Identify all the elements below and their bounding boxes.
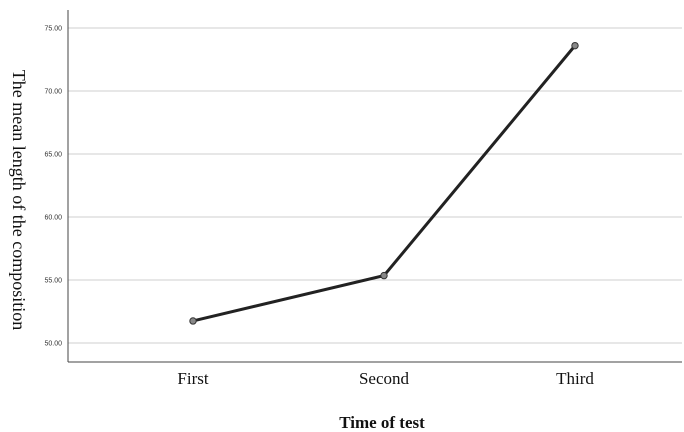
x-tick-labels: First Second Third bbox=[177, 369, 594, 388]
gridlines bbox=[68, 27, 682, 344]
y-tick-label: 60.00 bbox=[44, 215, 62, 222]
x-tick-label: Second bbox=[359, 369, 410, 388]
y-tick-label: 55.00 bbox=[44, 278, 62, 285]
series bbox=[189, 41, 579, 325]
data-point bbox=[189, 317, 197, 325]
y-tick-labels: 50.00 55.00 60.00 65.00 70.00 75.00 bbox=[44, 26, 62, 348]
y-tick-label: 75.00 bbox=[44, 26, 62, 33]
axes bbox=[67, 10, 682, 363]
y-axis-label: The mean length of the composition bbox=[9, 70, 29, 330]
x-tick-label: First bbox=[177, 369, 208, 388]
x-axis-label: Time of test bbox=[339, 413, 425, 432]
data-point bbox=[380, 271, 388, 280]
y-tick-label: 65.00 bbox=[44, 152, 62, 159]
x-tick-label: Third bbox=[556, 369, 594, 388]
y-tick-label: 50.00 bbox=[44, 341, 62, 348]
y-tick-label: 70.00 bbox=[44, 89, 62, 96]
data-point bbox=[571, 41, 579, 50]
